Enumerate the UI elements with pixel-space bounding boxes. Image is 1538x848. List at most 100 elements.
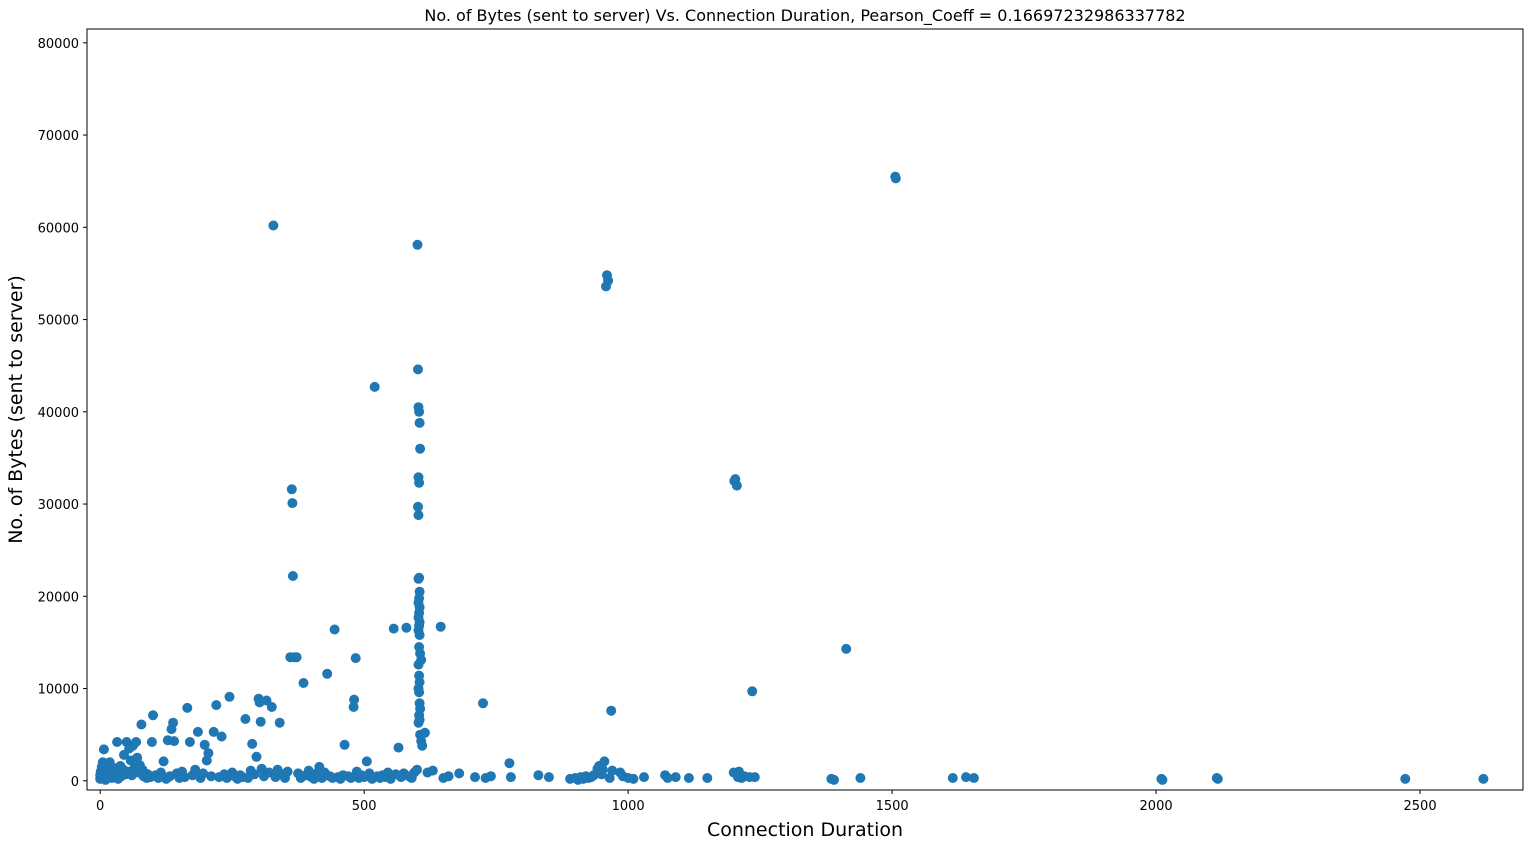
scatter-point: [1400, 773, 1411, 784]
scatter-point: [747, 686, 758, 697]
scatter-point: [731, 480, 742, 491]
scatter-point: [947, 773, 958, 783]
x-axis: 0 500 1000 1500 2000 2500: [96, 790, 1437, 814]
scatter-point: [401, 622, 412, 633]
scatter-point: [419, 727, 430, 738]
y-tick-label: 40000: [38, 406, 79, 421]
plot-area: [86, 28, 1524, 791]
scatter-point: [208, 726, 219, 737]
y-tick-label: 20000: [38, 590, 79, 605]
scatter-point: [198, 768, 209, 779]
y-tick-label: 30000: [38, 498, 79, 513]
scatter-point: [414, 406, 425, 417]
scatter-point: [1478, 773, 1489, 784]
scatter-point: [266, 702, 277, 712]
scatter-point: [890, 173, 901, 184]
scatter-point: [435, 621, 446, 632]
scatter-point: [216, 731, 227, 742]
scatter-point: [599, 756, 610, 767]
scatter-point: [286, 484, 297, 495]
x-tick-label: 2500: [1404, 799, 1437, 814]
scatter-point: [485, 771, 496, 782]
scatter-point: [413, 659, 424, 670]
scatter-point: [339, 739, 350, 750]
scatter-point: [393, 742, 404, 753]
scatter-point: [240, 714, 251, 724]
scatter-point: [112, 737, 123, 747]
chart-title: No. of Bytes (sent to server) Vs. Connec…: [424, 6, 1185, 26]
scatter-point: [414, 477, 425, 488]
scatter-point: [417, 740, 428, 751]
scatter-point: [369, 381, 380, 392]
scatter-point: [291, 652, 302, 663]
scatter-point: [211, 700, 222, 711]
scatter-point: [415, 443, 426, 454]
y-tick-label: 0: [71, 775, 79, 790]
scatter-point: [282, 766, 293, 777]
scatter-point: [361, 756, 372, 767]
y-axis-label: No. of Bytes (sent to server): [5, 275, 27, 544]
scatter-point: [251, 751, 262, 762]
scatter-point: [348, 702, 359, 712]
y-tick-label: 10000: [38, 683, 79, 698]
x-tick-label: 1000: [612, 799, 645, 814]
y-tick-label: 70000: [38, 129, 79, 144]
scatter-point: [603, 275, 614, 286]
scatter-point: [413, 364, 423, 375]
scatter-point: [427, 765, 438, 776]
scatter-point: [388, 623, 399, 634]
y-tick-label: 60000: [38, 221, 79, 236]
scatter-point: [274, 717, 285, 728]
scatter-point: [533, 770, 544, 781]
scatter-point: [829, 774, 839, 785]
y-tick-label: 80000: [38, 37, 79, 52]
scatter-point: [190, 764, 201, 775]
x-tick-label: 2000: [1140, 799, 1173, 814]
scatter-point: [607, 765, 618, 776]
scatter-point: [247, 738, 258, 749]
scatter-point: [606, 705, 617, 716]
scatter-point: [413, 501, 423, 512]
scatter-point: [662, 773, 673, 783]
scatter-point: [414, 687, 425, 698]
scatter-point: [350, 653, 361, 664]
scatter-point: [131, 737, 142, 747]
scatter-point: [179, 772, 190, 783]
scatter-point: [268, 220, 279, 231]
scatter-point: [505, 772, 516, 783]
scatter-point: [136, 719, 147, 730]
scatter-point: [206, 771, 217, 782]
scatter-point: [203, 748, 214, 759]
y-axis: 0 10000 20000 30000 40000 50000 60000 70000 8000…: [38, 37, 87, 790]
scatter-point: [702, 773, 713, 783]
scatter-point: [158, 756, 169, 767]
scatter-point: [670, 772, 681, 783]
scatter-point: [639, 772, 649, 783]
scatter-point: [287, 571, 298, 581]
y-tick-label: 50000: [38, 314, 79, 329]
x-axis-label: Connection Duration: [707, 819, 903, 841]
scatter-point: [98, 744, 109, 755]
scatter-point: [1157, 774, 1168, 785]
scatter-point: [597, 764, 608, 775]
scatter-point: [148, 710, 158, 721]
x-tick-label: 1500: [876, 799, 909, 814]
x-tick-label: 0: [96, 799, 104, 814]
scatter-point: [182, 702, 193, 713]
scatter-point: [470, 772, 480, 783]
scatter-point: [287, 498, 298, 509]
scatter-point: [961, 772, 971, 783]
scatter-point: [412, 764, 422, 775]
scatter-point: [414, 417, 425, 428]
scatter-point: [224, 691, 235, 702]
scatter-point: [184, 737, 195, 747]
scatter-point: [683, 773, 694, 783]
scatter-points: [95, 171, 1489, 785]
scatter-point: [413, 717, 424, 728]
scatter-point: [322, 668, 333, 679]
scatter-point: [478, 698, 488, 709]
scatter-point: [841, 643, 852, 654]
scatter-point: [413, 510, 424, 521]
scatter-point: [968, 773, 979, 783]
